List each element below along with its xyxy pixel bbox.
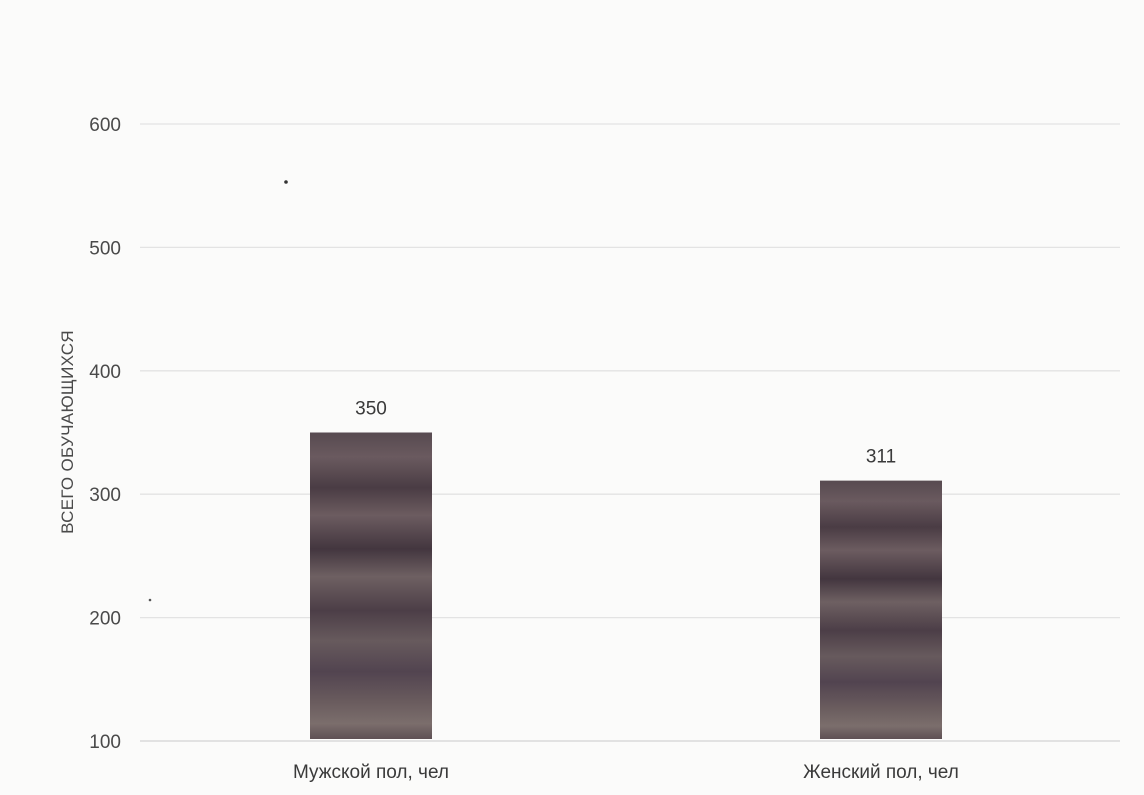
scan-speck <box>284 180 288 184</box>
data-labels: 350 311 <box>355 399 896 468</box>
bars <box>310 432 942 739</box>
x-category-label: Мужской пол, чел <box>293 762 449 783</box>
data-label: 311 <box>866 447 896 468</box>
y-axis-ticks: 100 200 300 400 500 600 <box>89 115 121 753</box>
data-label: 350 <box>355 399 387 420</box>
bar <box>820 480 942 739</box>
y-tick-label: 300 <box>89 485 121 506</box>
y-tick-label: 500 <box>89 238 121 259</box>
y-tick-label: 400 <box>89 362 121 383</box>
gridlines <box>140 123 1120 742</box>
y-tick-label: 600 <box>89 115 121 136</box>
y-axis-title: ВСЕГО ОБУЧАЮЩИХСЯ <box>58 330 77 534</box>
x-axis-categories: Мужской пол, чел Женский пол, чел <box>293 762 959 783</box>
y-tick-label: 100 <box>89 732 121 753</box>
x-category-label: Женский пол, чел <box>803 762 959 783</box>
y-tick-label: 200 <box>89 609 121 630</box>
scan-speck <box>148 598 152 602</box>
bar <box>310 432 432 739</box>
